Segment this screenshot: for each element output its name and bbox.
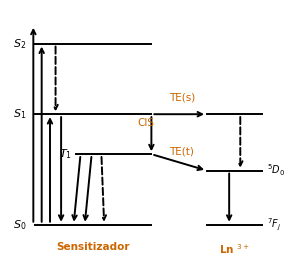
Text: TE(s): TE(s) [169,93,195,102]
Text: $^7F_j$: $^7F_j$ [267,217,281,233]
Text: $S_0$: $S_0$ [13,218,26,232]
Text: $^5D_0$: $^5D_0$ [267,163,285,178]
Text: Sensitizador: Sensitizador [56,242,130,252]
Text: $S_1$: $S_1$ [13,107,26,121]
Text: Ln $^{3+}$: Ln $^{3+}$ [219,242,250,256]
Text: TE(t): TE(t) [169,147,194,156]
Text: $S_2$: $S_2$ [13,37,26,51]
Text: CIS: CIS [137,118,154,128]
Text: $T_1$: $T_1$ [59,147,72,161]
